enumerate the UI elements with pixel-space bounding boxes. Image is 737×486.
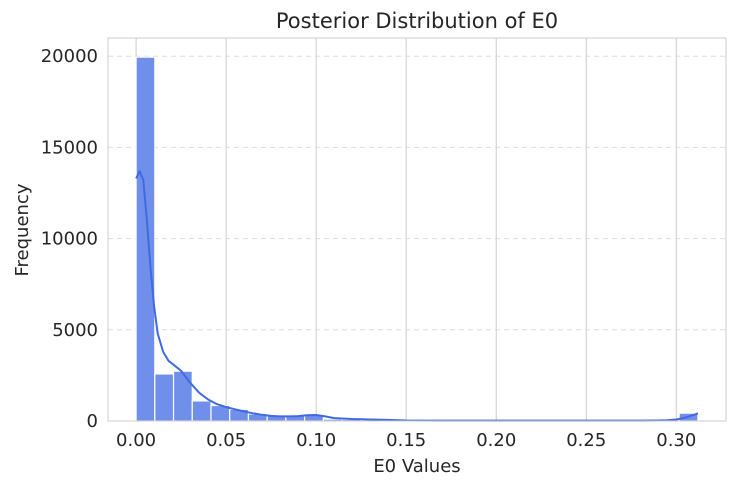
x-tick-label: 0.30 [656, 430, 696, 451]
y-tick-label: 20000 [41, 46, 98, 67]
x-axis-label: E0 Values [373, 456, 460, 477]
kde-curve-group [135, 170, 699, 422]
x-tick-label: 0.10 [296, 430, 336, 451]
x-axis-ticks: 0.00 0.05 0.10 0.15 0.20 0.25 0.30 [116, 430, 696, 451]
x-tick-label: 0.15 [386, 430, 426, 451]
y-axis-label: Frequency [12, 183, 33, 276]
x-tick-label: 0.25 [566, 430, 606, 451]
grid-lines [108, 38, 726, 422]
x-tick-label: 0.05 [206, 430, 246, 451]
y-tick-label: 0 [87, 411, 98, 432]
x-tick-label: 0.20 [476, 430, 516, 451]
histogram-bar [135, 56, 156, 422]
histogram-bar [191, 400, 212, 422]
y-tick-label: 10000 [41, 229, 98, 250]
y-tick-label: 5000 [52, 320, 98, 341]
histogram-bar [172, 370, 193, 422]
y-tick-label: 15000 [41, 137, 98, 158]
plot-frame [107, 37, 727, 422]
histogram-bars [135, 56, 699, 422]
kde-curve [135, 170, 699, 422]
histogram-bar [154, 373, 175, 422]
chart-title: Posterior Distribution of E0 [276, 9, 558, 33]
x-tick-label: 0.00 [116, 430, 156, 451]
y-axis-ticks: 0 5000 10000 15000 20000 [41, 46, 98, 432]
